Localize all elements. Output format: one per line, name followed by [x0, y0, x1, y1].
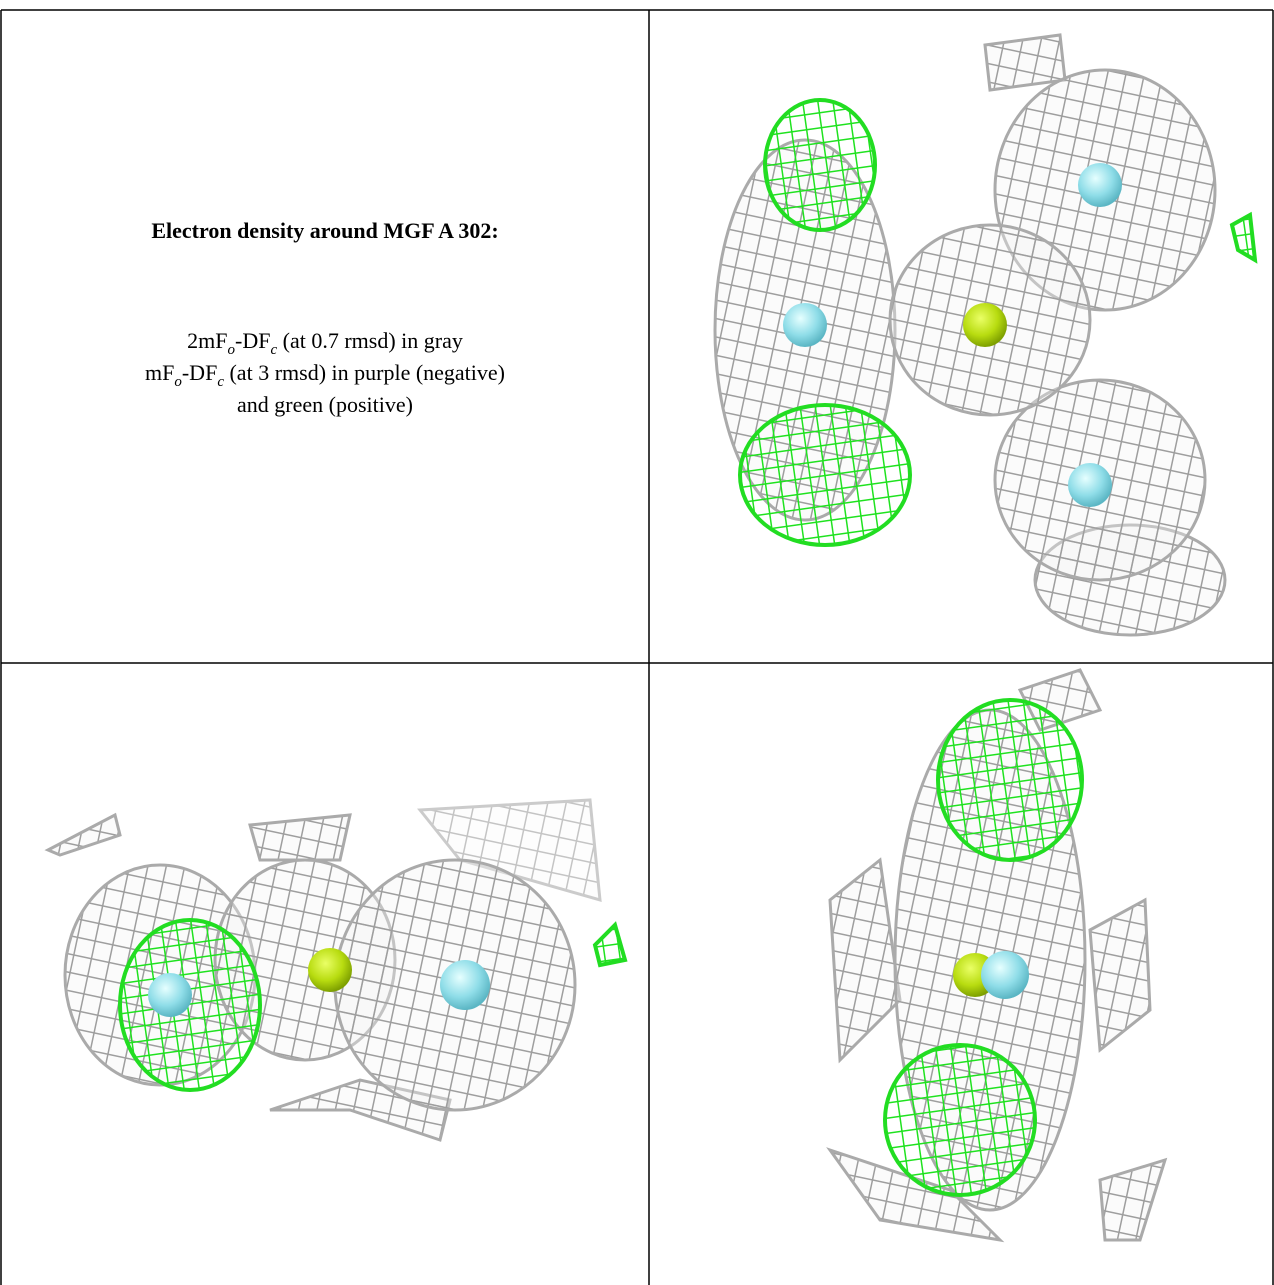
density-view-end: [826, 668, 1168, 1243]
density-view-side: [44, 798, 628, 1142]
subscript: c: [217, 374, 224, 390]
text: (at 3 rmsd) in purple (negative): [224, 360, 505, 385]
subscript: o: [228, 342, 236, 358]
caption-title: Electron density around MGF A 302:: [151, 218, 498, 243]
density-view-top: [713, 33, 1258, 637]
text: -DF: [235, 328, 270, 353]
caption-line: mFo-DFc (at 3 rmsd) in purple (negative): [145, 360, 505, 390]
caption-line: and green (positive): [237, 392, 413, 417]
text: -DF: [182, 360, 217, 385]
table-grid: [0, 9, 1274, 1285]
text: 2mF: [187, 328, 227, 353]
text: mF: [145, 360, 174, 385]
caption-line: 2mFo-DFc (at 0.7 rmsd) in gray: [187, 328, 463, 358]
text: (at 0.7 rmsd) in gray: [277, 328, 463, 353]
subscript: o: [174, 374, 182, 390]
caption: Electron density around MGF A 302: 2mFo-…: [145, 218, 505, 417]
subscript: c: [270, 342, 277, 358]
